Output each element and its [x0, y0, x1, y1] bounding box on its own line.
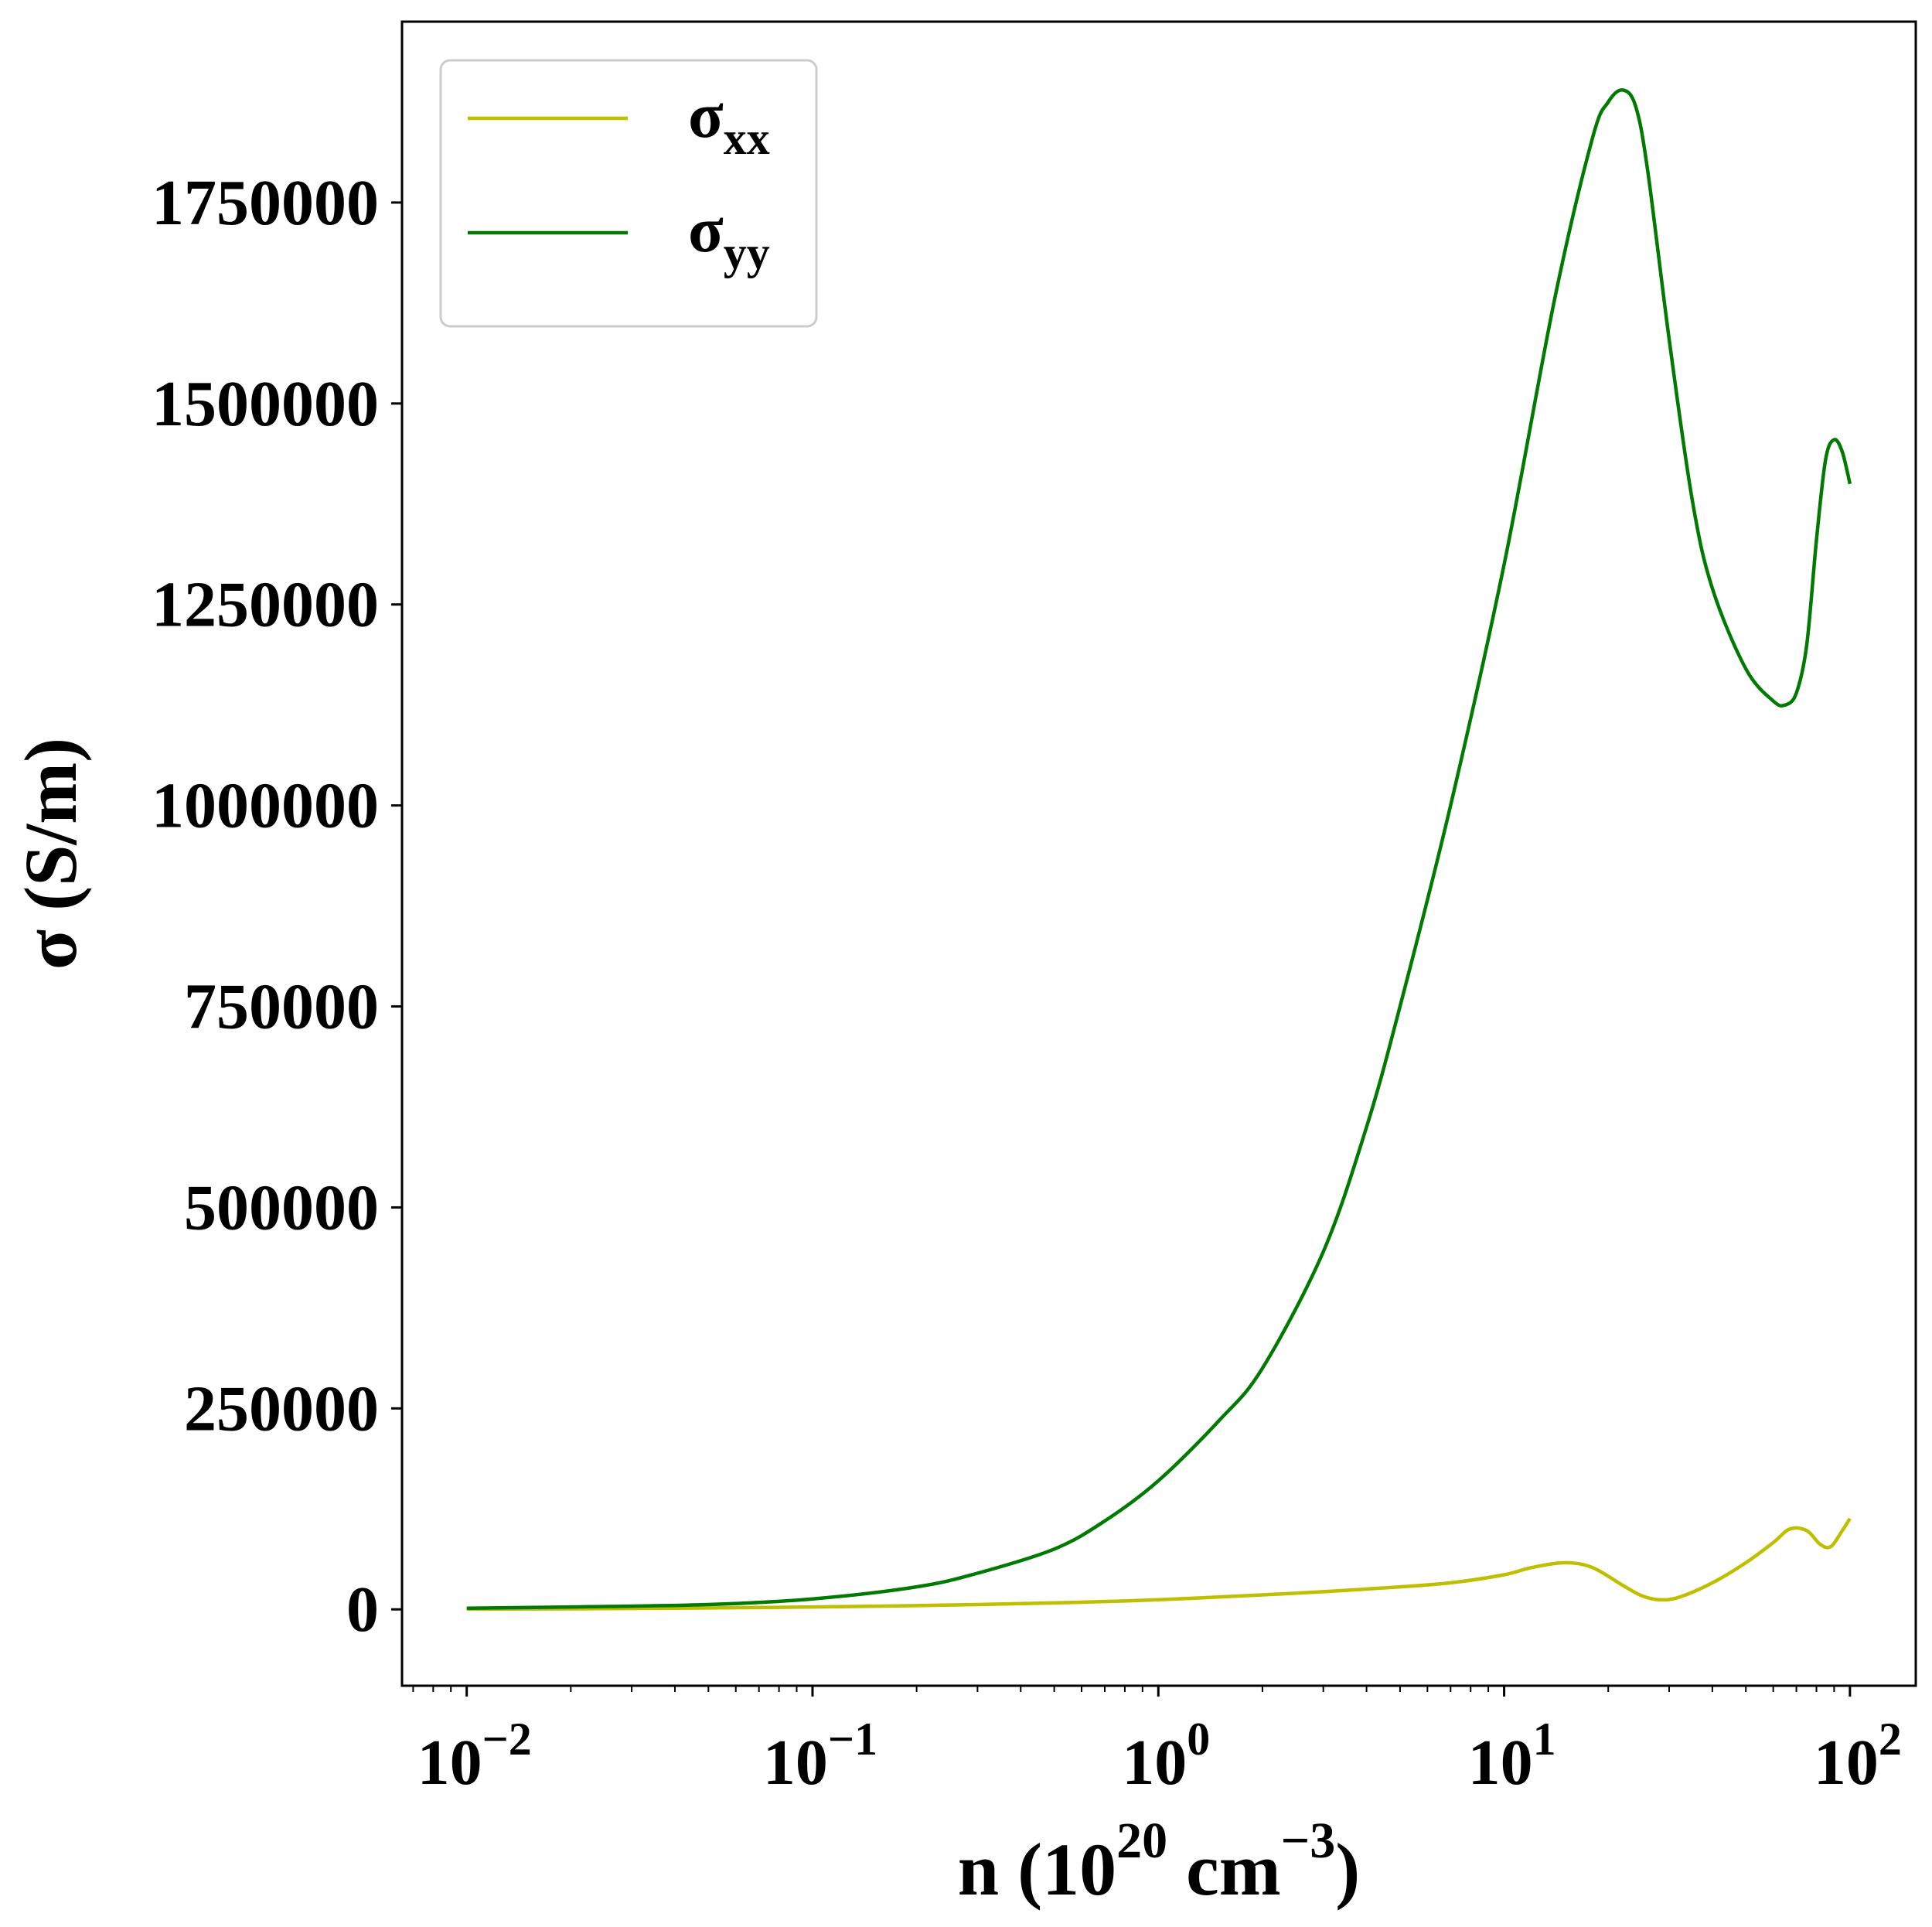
legend-box	[439, 59, 818, 328]
series-line-sigma-xx	[466, 1517, 1852, 1612]
y-tick-label: 1500000	[152, 368, 379, 440]
x-tick-label: 100	[1122, 1714, 1210, 1799]
x-tick-label: 101	[1468, 1714, 1556, 1799]
x-tick-label: 10−1	[763, 1714, 877, 1799]
y-tick-label: 1750000	[152, 167, 379, 239]
x-tick-label: 102	[1814, 1714, 1902, 1799]
y-tick-label: 1250000	[152, 569, 379, 641]
legend: σxx σyy	[439, 59, 818, 328]
legend-label-sigma-xx: σxx	[688, 80, 770, 164]
legend-label-sigma-yy: σyy	[688, 194, 770, 278]
y-tick-label: 250000	[184, 1373, 379, 1444]
series-line-sigma-yy	[466, 88, 1852, 1610]
y-axis-title: σ (S/m)	[9, 738, 92, 970]
y-tick-label: 0	[346, 1574, 379, 1646]
y-tick-label: 1000000	[152, 770, 379, 842]
x-axis-title: n (1020 cm−3)	[958, 1813, 1361, 1911]
plot-area	[466, 88, 1852, 1612]
x-tick-label: 10−2	[417, 1714, 532, 1799]
y-tick-label: 750000	[184, 971, 379, 1043]
y-tick-label: 500000	[184, 1172, 379, 1243]
axes: 0 250000 500000 750000 1000000 1250000 1500000…	[9, 20, 1917, 1911]
